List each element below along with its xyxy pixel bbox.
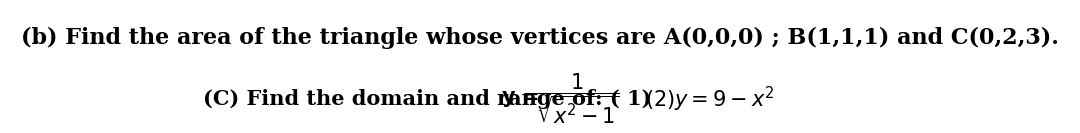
- Text: $(2)y = 9 - x^2$: $(2)y = 9 - x^2$: [645, 85, 774, 114]
- Text: $\mathbf{y}$ =: $\mathbf{y}$ =: [500, 90, 539, 109]
- Text: (b) Find the area of the triangle whose vertices are A(0,0,0) ; B(1,1,1) and C(0: (b) Find the area of the triangle whose …: [22, 26, 1058, 49]
- Text: $\dfrac{1}{\sqrt{x^2-1}}$: $\dfrac{1}{\sqrt{x^2-1}}$: [536, 72, 619, 126]
- Text: (C) Find the domain and range of: ( 1): (C) Find the domain and range of: ( 1): [203, 90, 658, 109]
